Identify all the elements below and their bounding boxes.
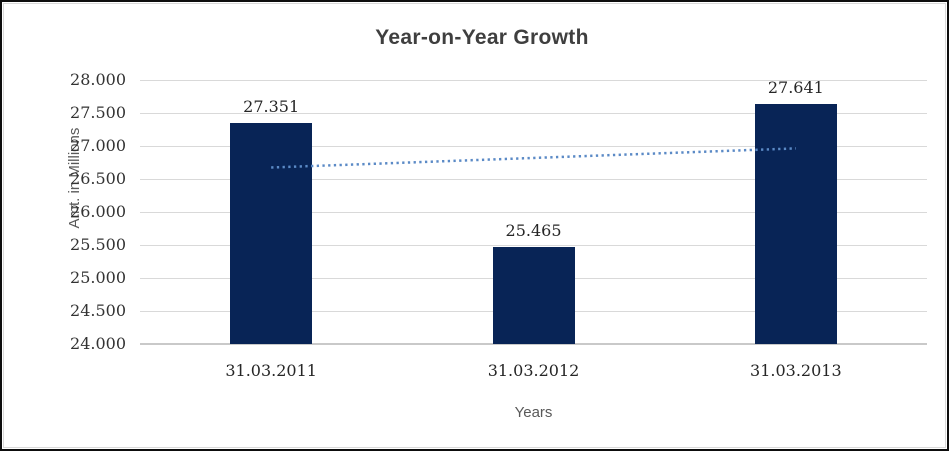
gridline: [140, 112, 927, 114]
data-label: 27.351: [243, 96, 300, 116]
plot-area: 27.351 31.03.2011 25.465 31.03.2012 27.641 31…: [140, 77, 927, 380]
chart-title: Year-on-Year Growth: [375, 26, 589, 49]
trendline-path[interactable]: [271, 147, 796, 169]
x-axis-line: [140, 343, 927, 345]
y-tick-label: 27.000: [70, 136, 126, 155]
y-tick-label: 26.500: [70, 169, 126, 188]
gridline: [140, 244, 927, 246]
gridline: [140, 79, 927, 81]
gridline: [140, 211, 927, 213]
x-tick-label: 31.03.2011: [225, 361, 317, 380]
y-tick-label: 24.500: [70, 301, 126, 320]
y-tick-label: 26.000: [70, 202, 126, 221]
y-tick-label: 24.000: [70, 334, 126, 353]
x-axis-title: Years: [514, 404, 553, 421]
y-axis-tick-labels: 28.000 27.500 27.000 26.500 26.000 25.500 25.0…: [2, 70, 126, 353]
x-tick-label: 31.03.2013: [750, 361, 842, 380]
data-label: 27.641: [767, 77, 824, 97]
y-tick-label: 25.500: [70, 235, 126, 254]
bar-31.03.2013[interactable]: [754, 103, 837, 344]
trendline[interactable]: [140, 80, 927, 344]
gridline: [140, 145, 927, 147]
data-label: 25.465: [505, 221, 562, 241]
y-tick-label: 27.500: [70, 103, 126, 122]
y-tick-label: 25.000: [70, 268, 126, 287]
x-tick-label: 31.03.2012: [487, 361, 580, 380]
bar-31.03.2011[interactable]: [230, 122, 313, 344]
gridline: [140, 178, 927, 180]
bar-31.03.2012[interactable]: [492, 247, 575, 344]
y-tick-label: 28.000: [70, 70, 126, 89]
